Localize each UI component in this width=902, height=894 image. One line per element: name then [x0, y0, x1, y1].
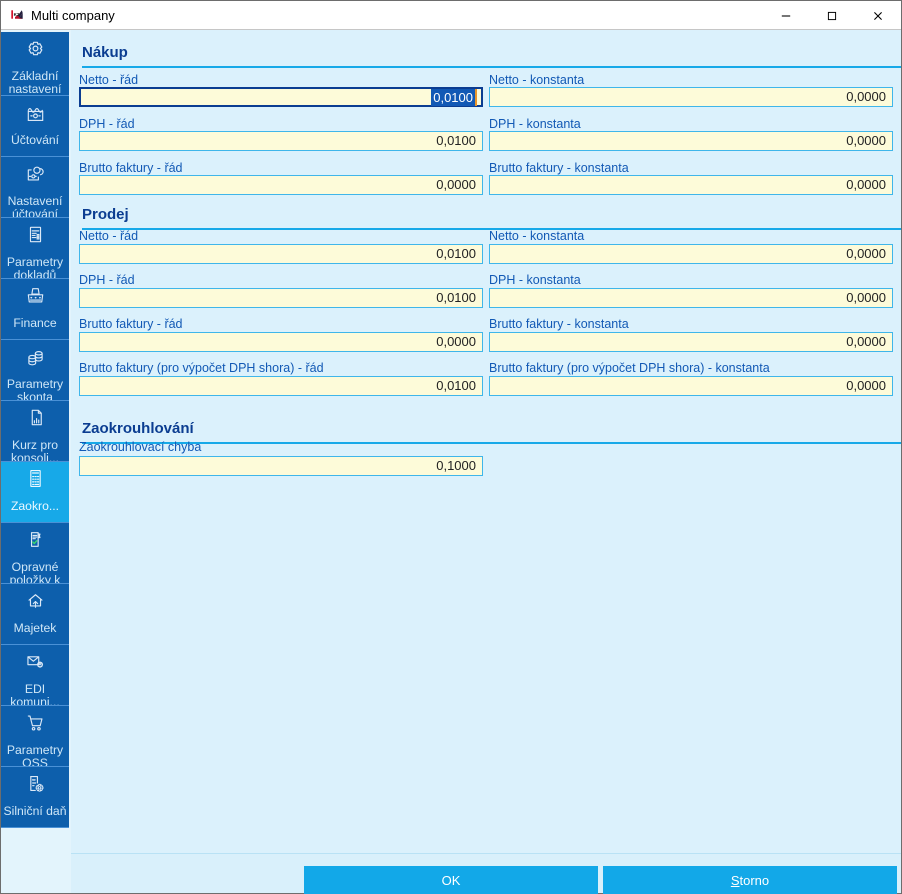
svg-text:K2: K2 — [14, 12, 20, 17]
